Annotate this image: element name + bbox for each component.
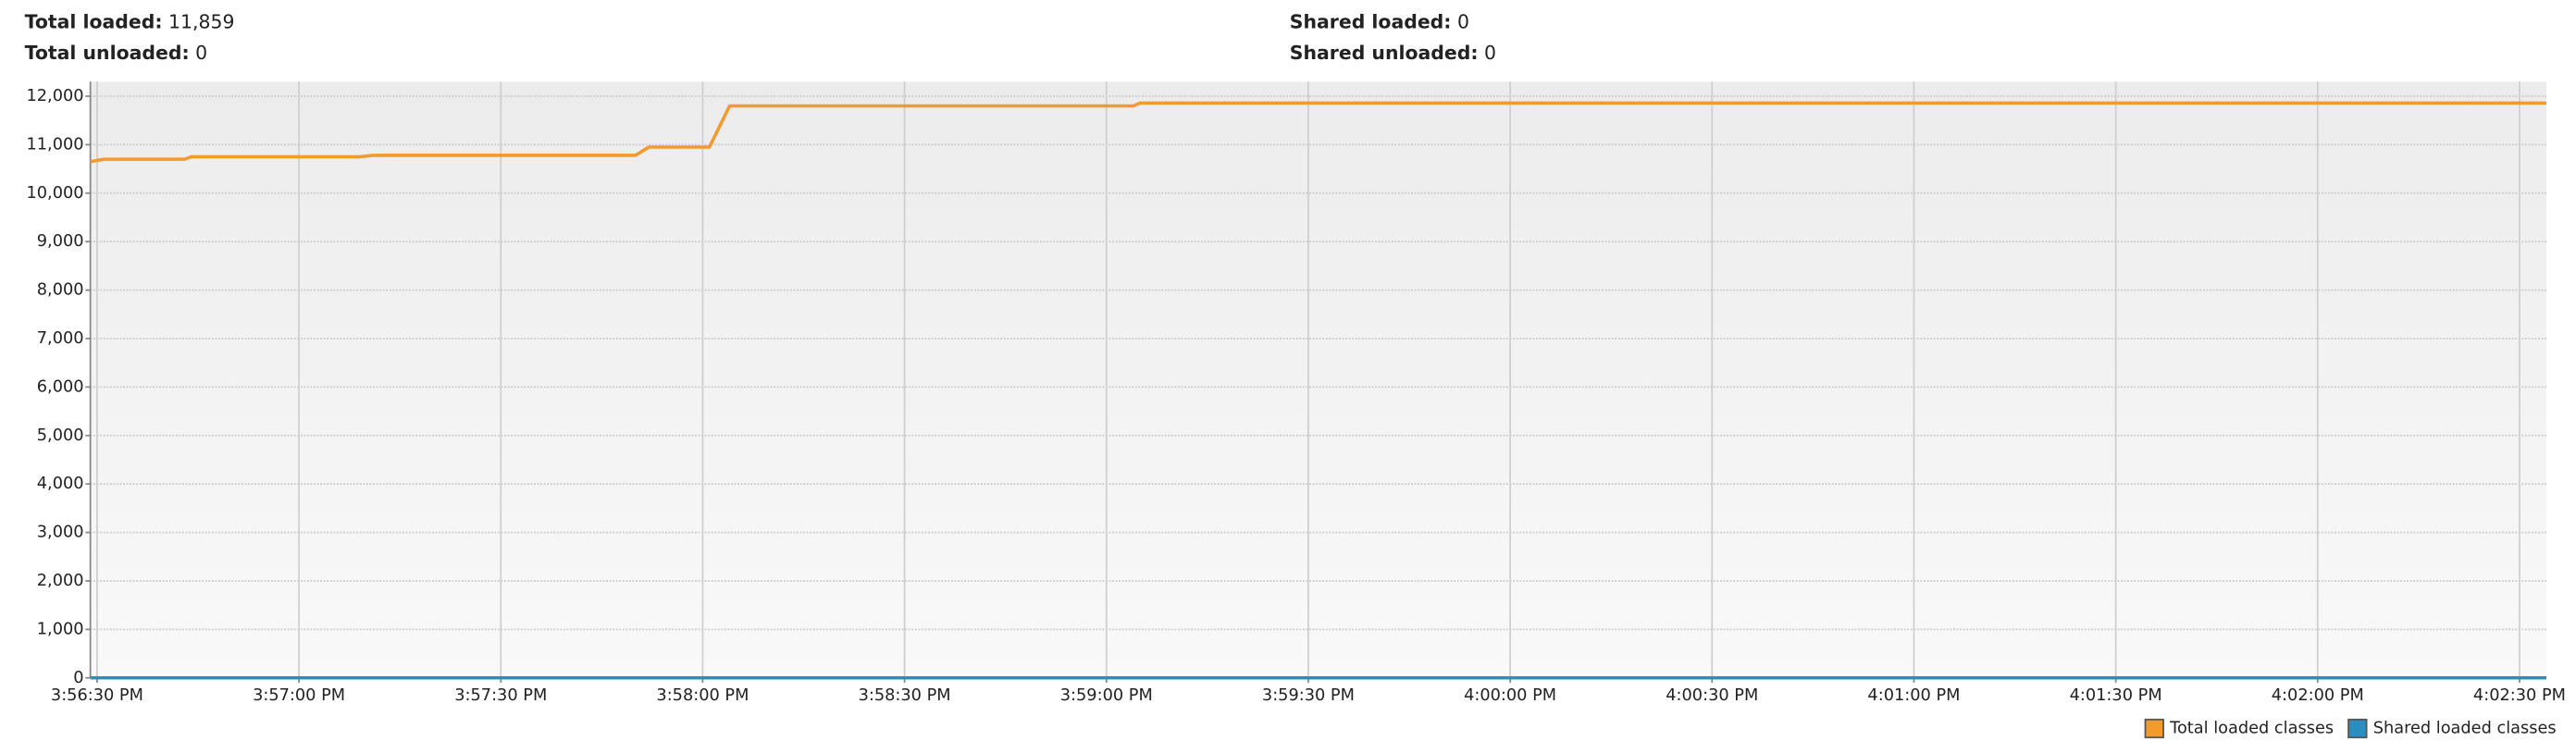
y-tick-label: 2,000	[37, 572, 84, 590]
y-tick-label: 12,000	[26, 87, 83, 105]
label: Shared loaded:	[1290, 11, 1452, 33]
label: Shared unloaded:	[1290, 42, 1479, 64]
y-tick-label: 7,000	[37, 329, 84, 348]
y-tick-label: 9,000	[37, 232, 84, 251]
value: 0	[1484, 42, 1496, 64]
legend-swatch	[2144, 718, 2164, 739]
y-tick-label: 5,000	[37, 426, 84, 445]
value: 0	[195, 42, 207, 64]
x-tick-label: 4:00:30 PM	[1666, 686, 1758, 705]
x-tick-label: 4:01:00 PM	[1867, 686, 1960, 705]
chart: 0 1,000 2,000 3,000 4,000 5,000 6,000 7,000 8,00…	[26, 81, 2566, 739]
y-tick-label: 10,000	[26, 184, 83, 203]
x-tick-label: 3:59:30 PM	[1262, 686, 1355, 705]
value: 0	[1457, 11, 1469, 33]
legend-label: Shared loaded classes	[2373, 720, 2557, 738]
x-tick-label: 4:02:00 PM	[2272, 686, 2364, 705]
legend-swatch	[2347, 718, 2368, 739]
y-tick-label: 1,000	[37, 620, 84, 638]
y-tick-label: 0	[73, 669, 83, 687]
x-tick-label: 3:57:30 PM	[454, 686, 547, 705]
value: 11,859	[168, 11, 234, 33]
x-tick-label: 4:02:30 PM	[2473, 686, 2566, 705]
label: Total unloaded:	[25, 42, 190, 64]
label: Total loaded:	[25, 11, 163, 33]
legend-label: Total loaded classes	[2169, 720, 2334, 738]
x-tick-label: 3:56:30 PM	[51, 686, 143, 705]
series-line	[90, 101, 2547, 164]
x-tick-label: 3:59:00 PM	[1060, 686, 1153, 705]
shared-loaded: Shared loaded: 0	[1290, 11, 1469, 33]
y-tick-label: 4,000	[37, 475, 84, 493]
total-loaded: Total loaded: 11,859	[25, 11, 235, 33]
x-tick-label: 3:58:30 PM	[859, 686, 951, 705]
x-tick-label: 3:58:00 PM	[656, 686, 749, 705]
x-tick-label: 4:01:30 PM	[2070, 686, 2162, 705]
y-tick-label: 8,000	[37, 281, 84, 300]
y-tick-label: 11,000	[26, 135, 83, 154]
y-tick-label: 3,000	[37, 524, 84, 542]
plot-area	[90, 81, 2547, 678]
x-tick-label: 3:57:00 PM	[253, 686, 345, 705]
shared-unloaded: Shared unloaded: 0	[1290, 42, 1496, 64]
x-tick-label: 4:00:00 PM	[1464, 686, 1556, 705]
total-unloaded: Total unloaded: 0	[25, 42, 207, 64]
y-tick-label: 6,000	[37, 377, 84, 396]
